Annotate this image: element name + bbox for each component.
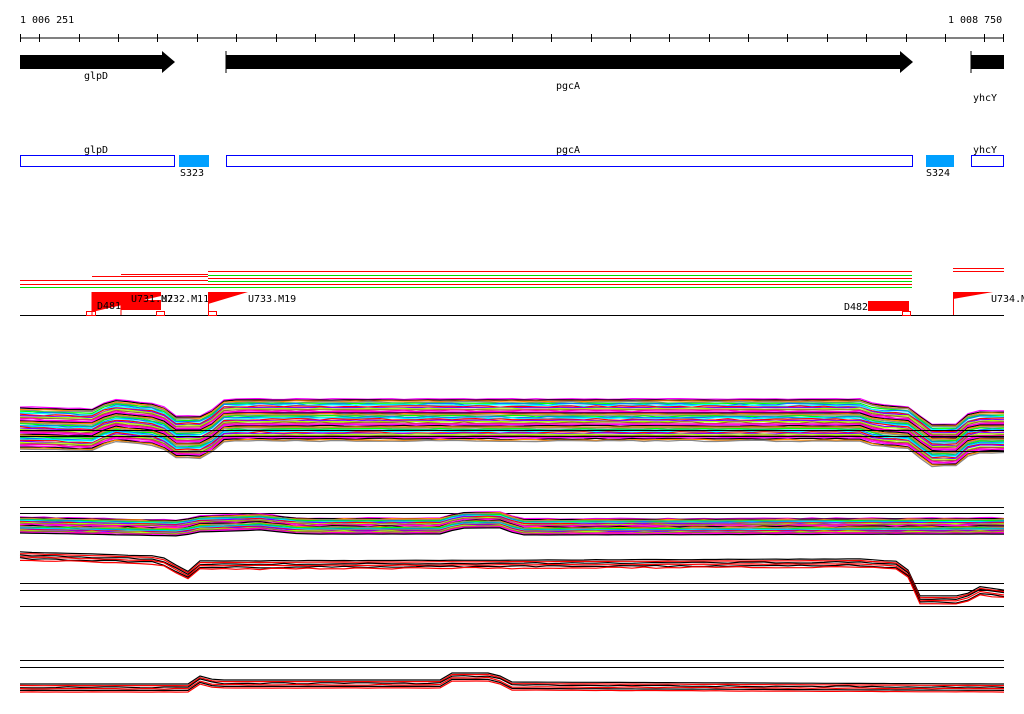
segment-label: S323	[180, 168, 204, 179]
signal-line	[19, 559, 1005, 605]
signal-line	[20, 678, 1005, 692]
feature-label: D482	[844, 302, 868, 313]
feature-foot	[208, 311, 217, 316]
signal-line	[19, 419, 1005, 447]
signal-track-1	[19, 397, 1005, 468]
signal-line	[19, 518, 1004, 528]
feature-foot	[86, 311, 96, 316]
feature-U731[interactable]: U731.M2	[120, 294, 173, 316]
gene-track: glpD pgcA yhcY	[20, 51, 1004, 104]
feature-block	[121, 300, 161, 310]
box-glpD[interactable]: glpD	[20, 145, 175, 167]
signal-line	[19, 673, 1004, 687]
box-label: glpD	[84, 145, 108, 156]
signal-track-2	[19, 511, 1005, 537]
ruler-end-label: 1 008 750	[948, 15, 1002, 26]
ruler: 1 006 251 1 008 750	[20, 15, 1004, 42]
signal-line	[19, 439, 1005, 468]
gene-yhcY[interactable]: yhcY	[970, 51, 1004, 104]
signal-line	[19, 423, 1004, 450]
signal-line	[20, 416, 1005, 445]
gene-arrow	[20, 51, 175, 73]
feature-U733[interactable]: U733.M19	[208, 292, 296, 316]
feature-track: D481 U731.M2 U732.M11 U733.M19 D482 U734…	[20, 268, 1024, 316]
feature-wedge	[953, 292, 993, 299]
feature-label: U733.M19	[248, 294, 296, 305]
segment-box	[179, 155, 209, 167]
gene-arrow	[226, 51, 913, 73]
feature-label: U732.M11	[161, 294, 209, 305]
signal-line	[19, 423, 1004, 451]
signal-line	[19, 676, 1004, 690]
segment-box	[926, 155, 954, 167]
signal-track-3	[19, 551, 1005, 605]
signal-line	[19, 523, 1005, 533]
signal-line	[19, 557, 1005, 604]
box-pgcA[interactable]: pgcA	[226, 145, 913, 167]
feature-U732[interactable]: U732.M11	[161, 294, 209, 305]
feature-foot	[902, 311, 911, 316]
ruler-ticks	[20, 34, 1004, 42]
signal-line	[19, 436, 1005, 464]
box-label: yhcY	[973, 145, 997, 156]
signal-line	[19, 430, 1005, 457]
signal-line	[19, 554, 1005, 601]
signal-track-4	[19, 672, 1005, 693]
gene-label: glpD	[84, 71, 108, 82]
signal-line	[19, 420, 1005, 448]
gene-bar	[971, 55, 1004, 69]
signal-line	[19, 427, 1004, 454]
feature-label: U731.M2	[131, 294, 173, 305]
feature-foot	[156, 311, 165, 316]
coverage-lines	[20, 268, 1004, 288]
signal-line	[19, 527, 1004, 537]
signal-line	[19, 405, 1005, 433]
signal-line	[19, 556, 1005, 602]
signal-line	[19, 402, 1005, 431]
gene-label: pgcA	[556, 81, 580, 92]
feature-wedge	[208, 292, 248, 304]
gene-glpD[interactable]: glpD	[20, 51, 175, 82]
feature-U734[interactable]: U734.M	[953, 292, 1024, 315]
signal-line	[19, 426, 1005, 453]
signal-tracks	[19, 397, 1005, 693]
ruler-start-label: 1 006 251	[20, 15, 74, 26]
gene-box	[20, 155, 175, 167]
feature-block	[868, 301, 909, 311]
box-yhcY[interactable]: yhcY	[971, 145, 1004, 167]
signal-line	[19, 397, 1005, 426]
signal-line	[19, 409, 1004, 436]
annotation-track: glpD S323 pgcA S324 yhcY	[20, 145, 1004, 179]
gene-label: yhcY	[973, 93, 997, 104]
feature-label: U734.M	[991, 294, 1024, 305]
signal-line	[19, 431, 1005, 459]
signal-line	[19, 407, 1005, 435]
signal-line	[19, 551, 1005, 597]
signal-line	[19, 675, 1005, 689]
signal-line	[20, 672, 1004, 685]
feature-label: D481	[97, 301, 121, 312]
feature-D482[interactable]: D482	[844, 301, 911, 316]
gene-pgcA[interactable]: pgcA	[225, 51, 913, 92]
segment-label: S324	[926, 168, 950, 179]
segment-S323[interactable]: S323	[179, 155, 209, 179]
box-label: pgcA	[556, 145, 580, 156]
gene-box	[971, 155, 1004, 167]
signal-line	[19, 412, 1005, 440]
signal-line	[19, 553, 1005, 599]
signal-line	[19, 434, 1005, 462]
signal-line	[19, 399, 1005, 426]
signal-line	[19, 680, 1005, 693]
gene-box	[226, 155, 913, 167]
signal-line	[19, 411, 1005, 438]
segment-S324[interactable]: S324	[926, 155, 954, 179]
